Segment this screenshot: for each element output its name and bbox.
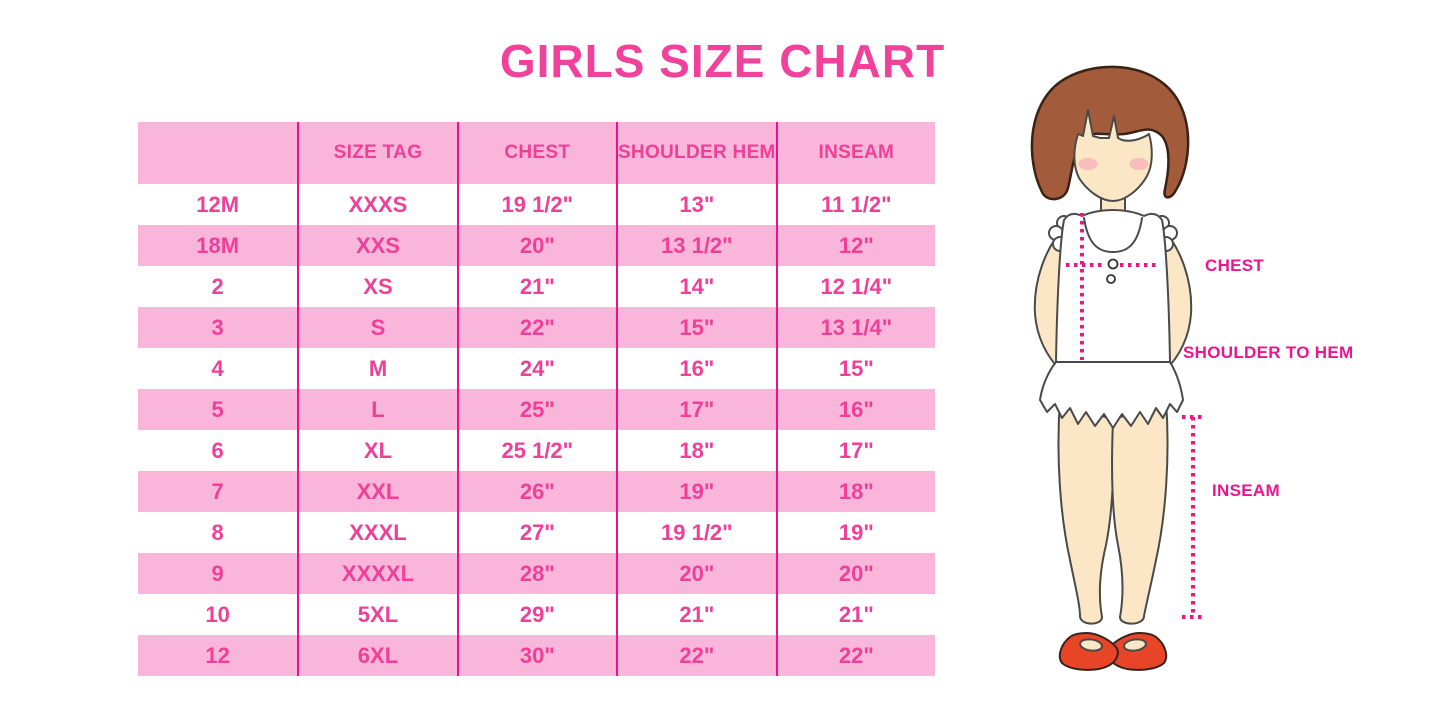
size-cell: XS [297,266,456,307]
column-header: CHEST [456,122,616,184]
size-cell: 21" [456,266,616,307]
size-cell: S [297,307,457,348]
size-cell: 26" [456,471,616,512]
skirt [1039,361,1184,429]
size-cell: 15" [775,348,935,389]
shoulder-to-hem-label: SHOULDER TO HEM [1183,343,1354,362]
size-cell: 13 1/2" [615,225,776,266]
size-cell: 15" [615,307,776,348]
measurement-figure: CHEST SHOULDER TO HEM INSEAM [1000,60,1445,723]
size-cell: 12" [775,225,935,266]
size-cell: 22" [775,635,935,676]
left-foot-instep [1079,638,1103,652]
size-cell: 12M [196,191,240,217]
size-cell: XXL [297,471,457,512]
size-cell: XXXXL [297,553,457,594]
size-cell: 18" [615,430,776,471]
size-cell: 17" [775,430,935,471]
size-cell: 20" [775,553,935,594]
size-cell: 25" [456,389,616,430]
size-cell: 6 [211,437,224,463]
size-table: SIZE TAG CHEST SHOULDER HEM INSEAM 12M XXXS 19… [138,122,935,676]
column-header: SHOULDER HEM [615,122,776,184]
size-cell: 13 1/4" [775,307,935,348]
size-cell: 4 [211,355,224,381]
column-header: SIZE TAG [297,122,457,184]
size-cell: 5XL [297,594,456,635]
size-cell: 12 [138,635,298,676]
size-cell: 30" [456,635,616,676]
right-blush [1129,158,1149,170]
size-cell: 7 [138,471,298,512]
size-cell: 12 1/4" [775,266,935,307]
inseam-label: INSEAM [1212,481,1280,500]
size-cell: 24" [456,348,616,389]
size-cell: 19" [615,471,776,512]
size-cell: 3 [138,307,298,348]
size-cell: L [297,389,457,430]
size-cell: 11 1/2" [775,184,935,225]
size-cell: 27" [456,512,616,553]
size-cell: 19 1/2" [615,512,776,553]
size-cell: 21" [775,594,935,635]
size-cell: XL [297,430,456,471]
size-cell: 6XL [297,635,457,676]
right-leg [1111,399,1169,625]
size-cell: 29" [456,594,616,635]
left-shoe [1058,632,1119,671]
bottom-button [1106,274,1116,284]
size-cell: 16" [775,389,935,430]
size-cell: 28" [456,553,616,594]
size-cell: 8 [211,519,224,545]
left-leg [1057,399,1115,625]
size-cell: 18M [138,225,298,266]
size-cell: 20" [615,553,776,594]
size-cell: 2 [211,273,224,299]
size-cell: 22" [456,307,616,348]
top-button [1107,258,1119,270]
right-foot-instep [1123,638,1147,652]
size-cell: M [297,348,456,389]
measurement-lines [1066,213,1205,619]
size-cell: XXXL [297,512,456,553]
size-cell: 19 1/2" [456,184,616,225]
size-cell: 22" [615,635,776,676]
size-cell: 14" [615,266,776,307]
size-cell: 20" [456,225,616,266]
size-cell: 17" [615,389,776,430]
neckline [1083,217,1143,253]
size-cell: 19" [775,512,935,553]
size-cell: 25 1/2" [456,430,616,471]
left-blush [1078,158,1098,170]
chest-label: CHEST [1205,256,1265,275]
face [1073,109,1153,202]
size-cell: 5 [138,389,298,430]
size-cell: 13" [615,184,776,225]
page-title: GIRLS SIZE CHART [499,35,946,87]
size-cell: 10 [205,601,230,627]
size-cell: XXXS [297,184,456,225]
size-cell: 16" [615,348,776,389]
size-cell: 21" [615,594,776,635]
size-cell: XXS [297,225,457,266]
top-bodice [1055,209,1171,363]
size-cell: 9 [138,553,298,594]
column-header: INSEAM [775,122,935,184]
column-header [138,122,298,184]
size-cell: 18" [775,471,935,512]
girl-illustration [1030,65,1205,671]
